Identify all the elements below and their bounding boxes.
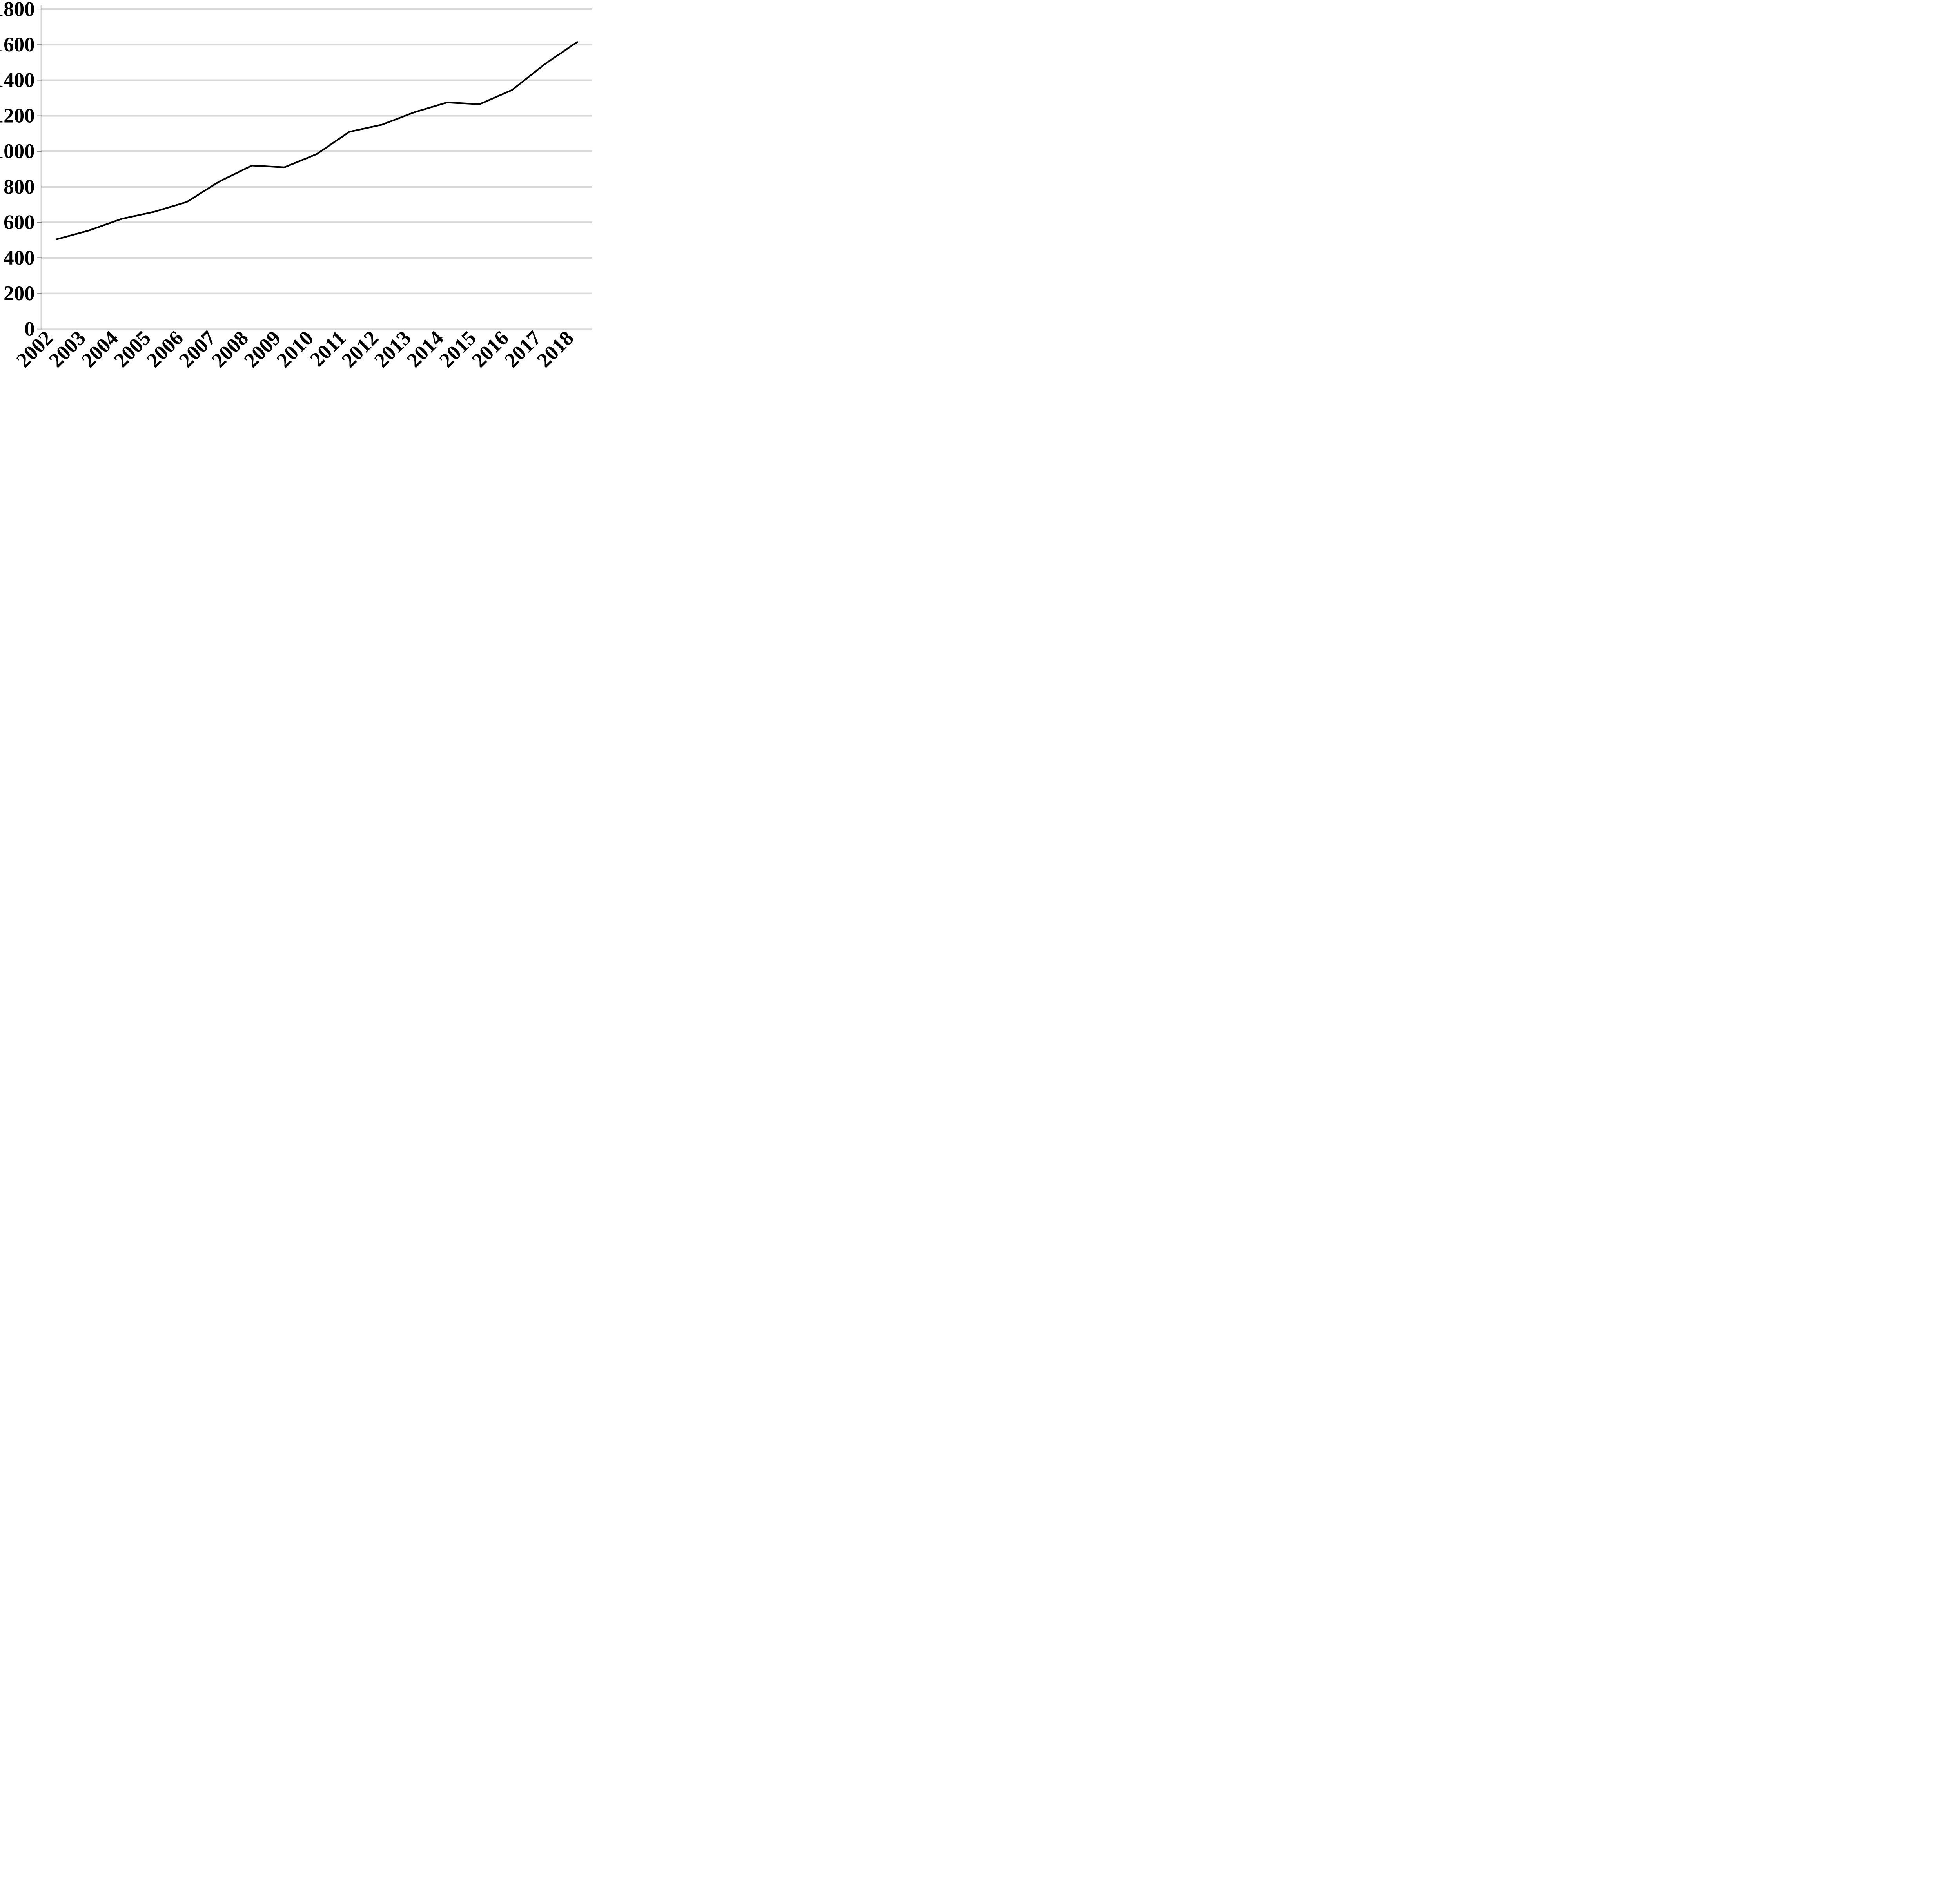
x-axis-tick-label: 2006	[142, 326, 188, 372]
y-axis-tick-label: 400	[4, 247, 35, 269]
x-axis-tick-label: 2002	[12, 326, 58, 372]
x-axis-tick-label: 2009	[240, 326, 285, 372]
x-axis-tick-label: 2004	[77, 326, 123, 372]
x-axis-tick-label: 2012	[338, 326, 383, 372]
y-axis-tick-label: 1600	[0, 33, 35, 56]
y-axis-tick-label: 600	[4, 211, 35, 234]
line-chart-figure: 0200400600800100012001400160018002002200…	[0, 0, 594, 379]
x-axis-tick-label: 2014	[403, 326, 448, 372]
y-axis-tick-label: 1400	[0, 69, 35, 92]
y-axis-tick-label: 0	[24, 318, 35, 341]
x-axis-tick-label: 2005	[110, 326, 155, 372]
y-axis-tick-label: 800	[4, 176, 35, 198]
data-line-series	[56, 41, 578, 240]
y-axis-tick-label: 1800	[0, 0, 35, 20]
x-axis-tick-label: 2015	[435, 326, 481, 372]
x-axis-tick-label: 2003	[45, 326, 90, 372]
x-axis-tick-label: 2010	[272, 326, 318, 372]
y-axis-tick-label: 1000	[0, 140, 35, 163]
x-axis-tick-label: 2008	[207, 326, 253, 372]
x-axis-tick-label: 2013	[370, 326, 416, 372]
x-axis-tick-label: 2007	[175, 326, 220, 372]
x-axis-tick-label: 2011	[306, 326, 350, 371]
x-axis-tick-label: 2016	[468, 326, 513, 372]
x-axis-tick-label: 2017	[500, 326, 546, 372]
y-axis-tick-label: 200	[4, 282, 35, 305]
x-axis-tick-label: 2018	[533, 326, 578, 372]
line-chart: 0200400600800100012001400160018002002200…	[0, 0, 592, 372]
y-axis-tick-label: 1200	[0, 104, 35, 127]
